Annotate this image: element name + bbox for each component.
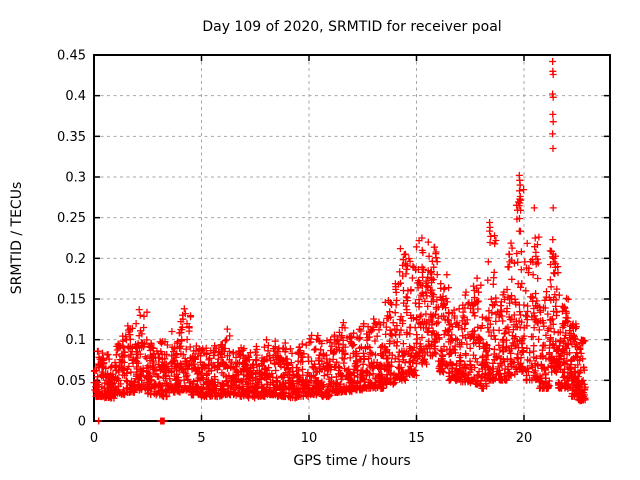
y-tick-label: 0.4	[65, 89, 86, 104]
y-tick-label: 0.35	[57, 130, 86, 145]
x-tick-label: 10	[301, 431, 318, 446]
axis-ticks	[93, 54, 610, 422]
x-tick-label: 15	[408, 431, 425, 446]
x-tick-label: 20	[516, 431, 533, 446]
y-tick-label: 0.3	[65, 171, 86, 186]
y-tick-label: 0.25	[57, 211, 86, 226]
y-tick-label: 0	[78, 415, 86, 430]
x-tick-label: 0	[90, 431, 98, 446]
x-tick-labels: 0 5 10 15 20	[90, 431, 532, 446]
plot-frame	[93, 54, 611, 422]
x-axis-label: GPS time / hours	[293, 453, 411, 469]
y-tick-label: 0.2	[65, 252, 86, 267]
chart-title: Day 109 of 2020, SRMTID for receiver poa…	[202, 19, 502, 35]
y-tick-label: 0.15	[57, 293, 86, 308]
x-tick-label: 5	[197, 431, 205, 446]
y-tick-label: 0.45	[57, 49, 86, 64]
y-tick-labels: 0 0.05 0.1 0.15 0.2 0.25 0.3 0.35 0.4 0.45	[57, 49, 86, 430]
y-tick-label: 0.05	[57, 374, 86, 389]
y-tick-label: 0.1	[65, 333, 86, 348]
data-points	[90, 58, 589, 425]
